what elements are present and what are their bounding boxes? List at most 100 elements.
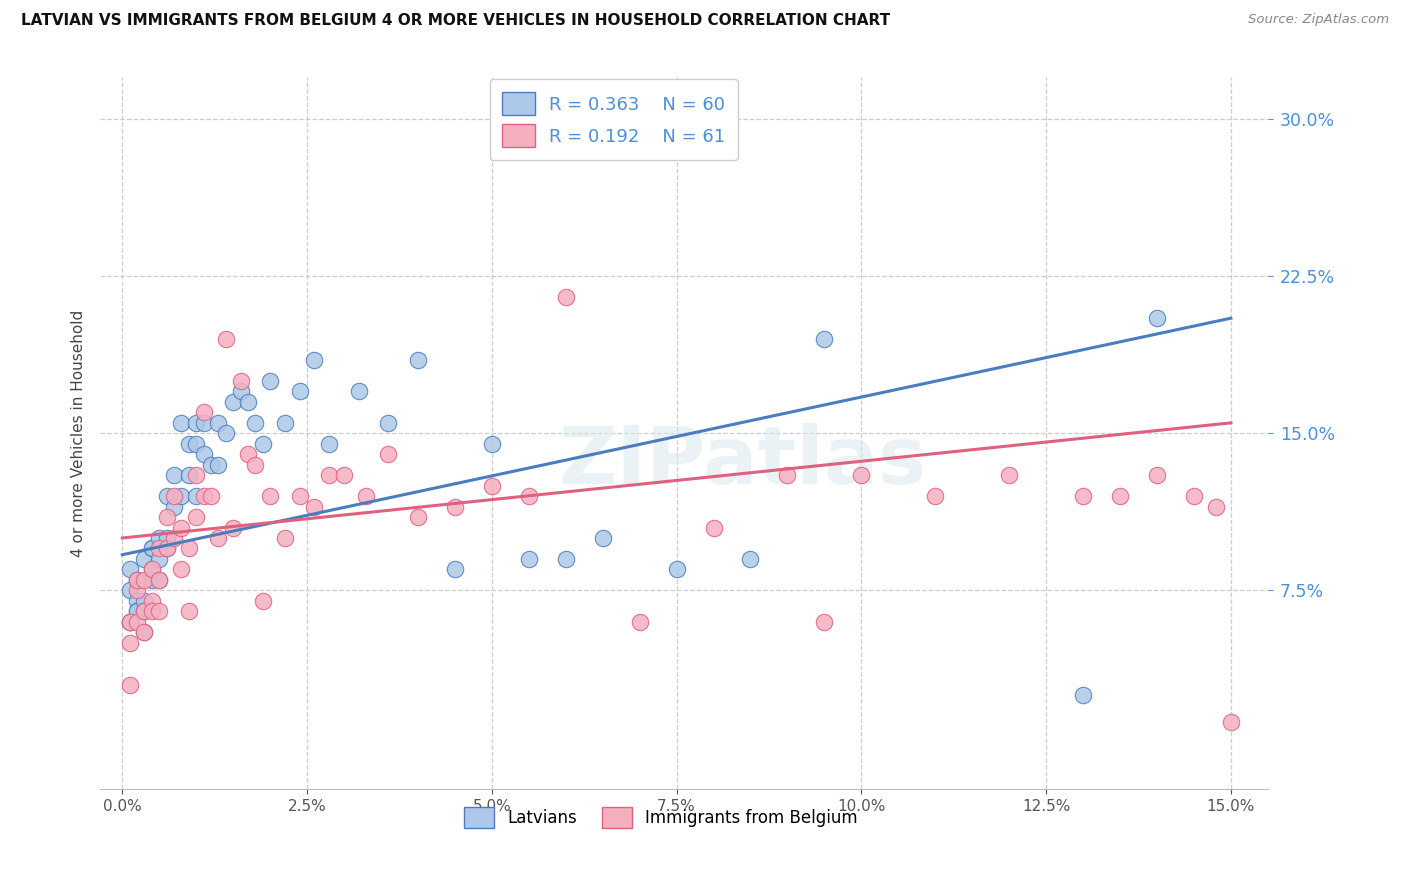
Point bbox=[347, 384, 370, 399]
Point bbox=[554, 290, 576, 304]
Point bbox=[163, 500, 186, 514]
Point bbox=[333, 468, 356, 483]
Point bbox=[125, 594, 148, 608]
Point bbox=[288, 489, 311, 503]
Point bbox=[1182, 489, 1205, 503]
Point bbox=[702, 520, 724, 534]
Point bbox=[354, 489, 377, 503]
Point bbox=[1219, 715, 1241, 730]
Point bbox=[134, 573, 156, 587]
Point bbox=[229, 374, 252, 388]
Point bbox=[163, 468, 186, 483]
Legend: Latvians, Immigrants from Belgium: Latvians, Immigrants from Belgium bbox=[457, 801, 865, 834]
Point bbox=[554, 552, 576, 566]
Point bbox=[193, 405, 215, 419]
Point bbox=[118, 562, 141, 576]
Point bbox=[163, 531, 186, 545]
Text: Source: ZipAtlas.com: Source: ZipAtlas.com bbox=[1249, 13, 1389, 27]
Point bbox=[186, 437, 208, 451]
Point bbox=[1071, 489, 1094, 503]
Point bbox=[163, 489, 186, 503]
Point bbox=[170, 416, 193, 430]
Point bbox=[125, 604, 148, 618]
Point bbox=[813, 615, 835, 629]
Point bbox=[170, 520, 193, 534]
Point bbox=[259, 374, 281, 388]
Point bbox=[118, 615, 141, 629]
Text: ZIPatlas: ZIPatlas bbox=[558, 423, 927, 500]
Point bbox=[665, 562, 688, 576]
Point bbox=[377, 447, 399, 461]
Point bbox=[141, 541, 163, 556]
Point bbox=[740, 552, 762, 566]
Point bbox=[304, 353, 326, 368]
Point bbox=[776, 468, 799, 483]
Point bbox=[134, 604, 156, 618]
Point bbox=[1146, 311, 1168, 326]
Point bbox=[141, 562, 163, 576]
Point bbox=[186, 416, 208, 430]
Point bbox=[222, 520, 245, 534]
Point bbox=[125, 573, 148, 587]
Point bbox=[156, 489, 179, 503]
Point bbox=[207, 416, 229, 430]
Point bbox=[125, 604, 148, 618]
Point bbox=[118, 583, 141, 598]
Point bbox=[236, 395, 259, 409]
Point bbox=[245, 416, 267, 430]
Point bbox=[229, 384, 252, 399]
Point bbox=[215, 332, 238, 346]
Point bbox=[406, 510, 429, 524]
Point bbox=[1109, 489, 1132, 503]
Point bbox=[236, 447, 259, 461]
Point bbox=[444, 500, 467, 514]
Point bbox=[148, 541, 170, 556]
Point bbox=[177, 437, 200, 451]
Point bbox=[170, 489, 193, 503]
Point bbox=[148, 531, 170, 545]
Point bbox=[177, 468, 200, 483]
Point bbox=[193, 416, 215, 430]
Point bbox=[444, 562, 467, 576]
Point bbox=[1146, 468, 1168, 483]
Point bbox=[186, 489, 208, 503]
Point bbox=[148, 573, 170, 587]
Point bbox=[222, 395, 245, 409]
Point bbox=[406, 353, 429, 368]
Y-axis label: 4 or more Vehicles in Household: 4 or more Vehicles in Household bbox=[72, 310, 86, 557]
Point bbox=[481, 478, 503, 492]
Point bbox=[851, 468, 873, 483]
Point bbox=[1071, 688, 1094, 702]
Point bbox=[118, 615, 141, 629]
Point bbox=[252, 437, 274, 451]
Point bbox=[193, 447, 215, 461]
Point bbox=[318, 437, 340, 451]
Point bbox=[304, 500, 326, 514]
Point bbox=[377, 416, 399, 430]
Point bbox=[215, 426, 238, 441]
Point bbox=[186, 468, 208, 483]
Point bbox=[252, 594, 274, 608]
Point bbox=[177, 604, 200, 618]
Point bbox=[156, 541, 179, 556]
Point bbox=[141, 604, 163, 618]
Point bbox=[998, 468, 1021, 483]
Point bbox=[186, 510, 208, 524]
Point bbox=[813, 332, 835, 346]
Point bbox=[125, 615, 148, 629]
Point bbox=[125, 573, 148, 587]
Point bbox=[517, 489, 540, 503]
Point bbox=[200, 458, 222, 472]
Point bbox=[200, 489, 222, 503]
Point bbox=[156, 510, 179, 524]
Point bbox=[274, 416, 297, 430]
Point bbox=[134, 594, 156, 608]
Point bbox=[517, 552, 540, 566]
Point bbox=[259, 489, 281, 503]
Point bbox=[924, 489, 946, 503]
Text: LATVIAN VS IMMIGRANTS FROM BELGIUM 4 OR MORE VEHICLES IN HOUSEHOLD CORRELATION C: LATVIAN VS IMMIGRANTS FROM BELGIUM 4 OR … bbox=[21, 13, 890, 29]
Point bbox=[274, 531, 297, 545]
Point bbox=[193, 489, 215, 503]
Point bbox=[156, 541, 179, 556]
Point bbox=[148, 604, 170, 618]
